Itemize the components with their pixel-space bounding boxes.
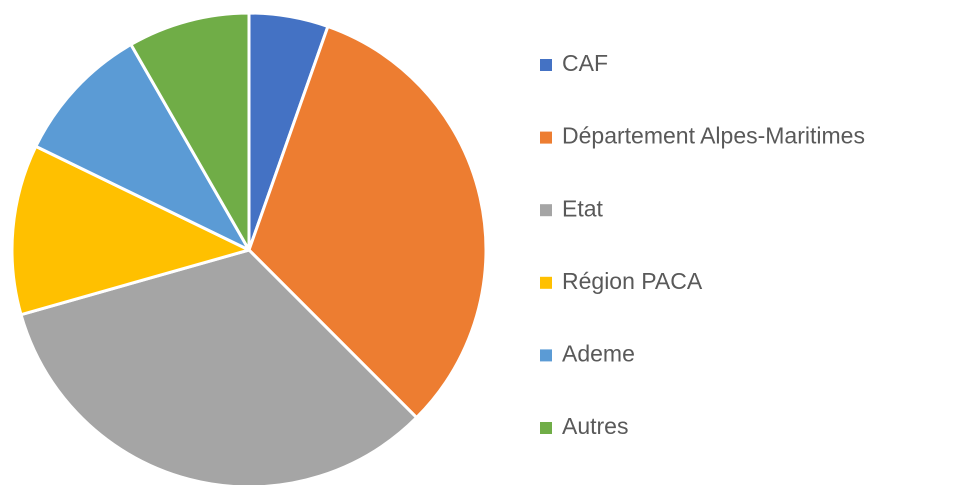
legend-label: CAF	[562, 50, 608, 76]
pie-slice	[19, 248, 419, 485]
pie-slice	[34, 43, 251, 252]
legend-label: Ademe	[562, 340, 635, 366]
legend-swatch	[540, 131, 552, 144]
pie-slice	[129, 11, 251, 252]
pie-slice	[247, 25, 488, 420]
legend-swatch	[540, 349, 552, 362]
pie-slice	[10, 144, 251, 317]
legend-swatch	[540, 276, 552, 289]
legend-swatch	[540, 422, 552, 434]
legend-label: Etat	[562, 195, 604, 221]
legend-label: Autres	[562, 413, 628, 439]
legend-label: Département Alpes-Maritimes	[562, 123, 865, 149]
legend-swatch	[540, 204, 552, 217]
legend-label: Région PACA	[562, 268, 703, 294]
legend-swatch	[540, 59, 552, 71]
